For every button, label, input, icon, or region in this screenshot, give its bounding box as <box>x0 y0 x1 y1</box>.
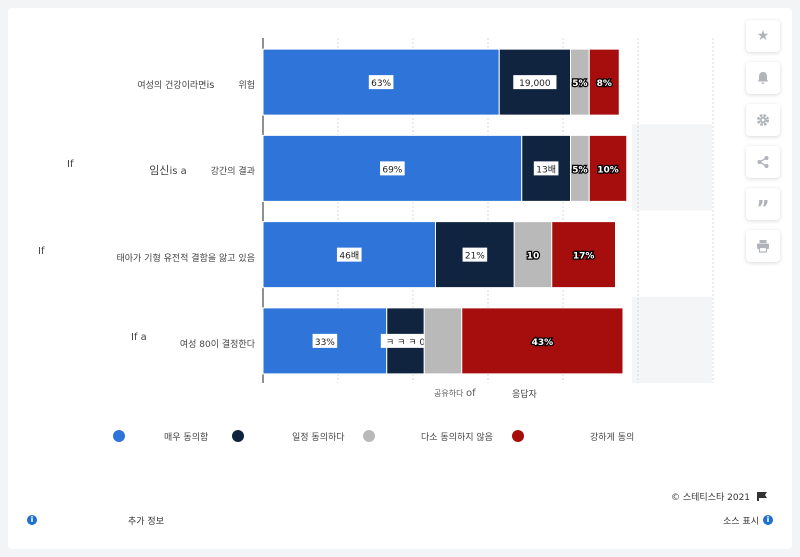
show-source-link[interactable]: 소스 표시 <box>723 517 759 527</box>
legend-label: 다소 동의하지 않음 <box>421 433 493 443</box>
category-label: 여성의 건강이라면is 위험 <box>137 73 255 92</box>
category-label: 임신is a 강간의 결과 <box>149 159 255 178</box>
copyright[interactable]: © 스테티스타 2021 <box>671 490 768 503</box>
data-label: 13배 <box>536 164 556 175</box>
bar-segment <box>461 307 624 375</box>
data-label-bg <box>380 333 431 348</box>
category-label-suffix: 강간의 결과 <box>210 167 255 178</box>
bell-icon <box>757 72 769 84</box>
source-info-icon[interactable]: i <box>763 515 773 525</box>
data-label: 63% <box>371 79 391 89</box>
legend-swatch <box>363 430 375 442</box>
category-prefix: If <box>38 245 45 257</box>
data-label: 43% <box>532 338 554 348</box>
copyright-text: © 스테티스타 2021 <box>671 493 751 503</box>
data-label-bg <box>380 161 405 176</box>
data-label: 8% <box>597 79 612 89</box>
category-label-text: 태아가 기형 유전적 결함을 앓고 있음 <box>116 253 255 264</box>
data-label: 46배 <box>339 251 359 262</box>
category-label: 태아가 기형 유전적 결함을 앓고 있음 <box>116 246 255 265</box>
data-label-bg <box>312 333 338 348</box>
category-prefix: If <box>67 159 74 171</box>
category-label-text: 여성의 건강이라면 <box>137 81 207 92</box>
settings-button[interactable] <box>746 104 780 136</box>
x-axis-label-of: of <box>466 388 476 399</box>
x-axis-label: 응답자 <box>512 390 537 400</box>
legend-swatch <box>113 430 125 442</box>
row-band <box>632 296 712 383</box>
flag-icon <box>756 492 768 501</box>
data-label: 33% <box>315 338 335 348</box>
data-label: 5% <box>572 79 587 89</box>
data-label: 10 <box>527 252 540 262</box>
data-label: 10% <box>597 165 619 175</box>
data-label-bg <box>336 247 362 262</box>
legend-label: 일정 동의하다 <box>292 433 345 443</box>
share-icon <box>757 156 769 168</box>
data-label-bg <box>368 75 394 90</box>
data-label-bg <box>533 161 559 176</box>
category-label-mid: is <box>206 80 215 92</box>
row-band <box>632 124 712 211</box>
star-icon: ★ <box>756 28 770 44</box>
bar-segment <box>588 48 620 116</box>
category-label-text: 임신 <box>149 164 170 178</box>
print-button[interactable] <box>746 230 780 262</box>
bar-segment <box>551 221 616 289</box>
category-label-mid: is a <box>169 166 187 178</box>
data-label-bg <box>462 247 488 262</box>
category-prefix: If a <box>131 331 147 343</box>
data-label-bg <box>513 75 557 90</box>
bar-segment <box>513 221 553 289</box>
legend-label: 매우 동의함 <box>164 433 209 443</box>
category-label: 여성 80이 결정한다 <box>180 332 255 351</box>
data-label: 17% <box>573 252 595 262</box>
legend-swatch <box>232 430 244 442</box>
x-axis-label-prefix: 공유하다 <box>434 389 464 398</box>
more-info-link[interactable]: 추가 정보 <box>128 517 164 527</box>
category-label-suffix: 위험 <box>238 81 255 92</box>
bar-segment <box>423 307 463 375</box>
print-icon <box>757 240 769 253</box>
bar-segment <box>588 134 628 202</box>
share-button[interactable] <box>746 146 780 178</box>
favorite-button[interactable]: ★ <box>746 20 780 52</box>
category-label-text: 여성 80이 결정한다 <box>179 339 255 350</box>
legend-label: 강하게 동의 <box>590 433 635 443</box>
legend-swatch <box>512 430 524 442</box>
data-label: 19,000 <box>519 79 551 89</box>
gear-icon <box>757 114 769 126</box>
cite-button[interactable]: ” <box>746 188 780 220</box>
quote-icon: ” <box>756 196 770 220</box>
data-label: 21% <box>465 252 485 262</box>
info-icon[interactable]: i <box>27 515 37 525</box>
data-label: 5% <box>572 165 587 175</box>
data-label: 69% <box>382 165 402 175</box>
notification-button[interactable] <box>746 62 780 94</box>
data-label: ㅋ ㅋ ㅋ 0 <box>386 338 425 348</box>
